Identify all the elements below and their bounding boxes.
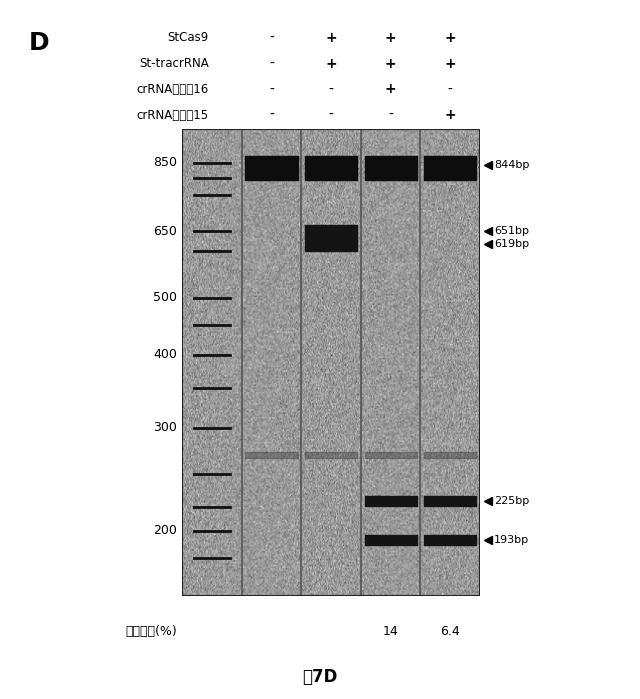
Text: -: - [329, 108, 333, 122]
Text: +: + [444, 108, 456, 122]
Text: D: D [29, 31, 49, 55]
Text: +: + [444, 31, 456, 45]
Text: +: + [385, 31, 397, 45]
Text: 619bp: 619bp [494, 238, 529, 249]
Text: 300: 300 [154, 421, 177, 434]
Text: crRNAガイド15: crRNAガイド15 [137, 109, 209, 122]
Text: インデル(%): インデル(%) [125, 626, 177, 638]
Text: -: - [388, 108, 393, 122]
Text: +: + [325, 31, 337, 45]
Text: 193bp: 193bp [494, 535, 529, 545]
Text: -: - [448, 82, 452, 96]
Text: 14: 14 [383, 626, 399, 638]
Text: -: - [269, 82, 274, 96]
Text: 850: 850 [153, 157, 177, 169]
Text: -: - [269, 31, 274, 45]
Text: +: + [385, 57, 397, 71]
Text: 400: 400 [154, 348, 177, 361]
Text: 囷7D: 囷7D [302, 668, 338, 686]
Text: 651bp: 651bp [494, 226, 529, 236]
Text: 6.4: 6.4 [440, 626, 460, 638]
Text: +: + [385, 82, 397, 96]
Text: +: + [444, 57, 456, 71]
Text: -: - [269, 108, 274, 122]
Text: +: + [325, 57, 337, 71]
Text: 844bp: 844bp [494, 159, 529, 170]
Text: St-tracrRNA: St-tracrRNA [140, 57, 209, 70]
Text: 500: 500 [153, 291, 177, 304]
Text: -: - [269, 57, 274, 71]
Text: 650: 650 [154, 224, 177, 238]
Text: crRNAガイド16: crRNAガイド16 [137, 83, 209, 96]
Text: StCas9: StCas9 [168, 31, 209, 44]
Text: -: - [329, 82, 333, 96]
Text: 225bp: 225bp [494, 496, 529, 506]
Text: 200: 200 [154, 524, 177, 538]
